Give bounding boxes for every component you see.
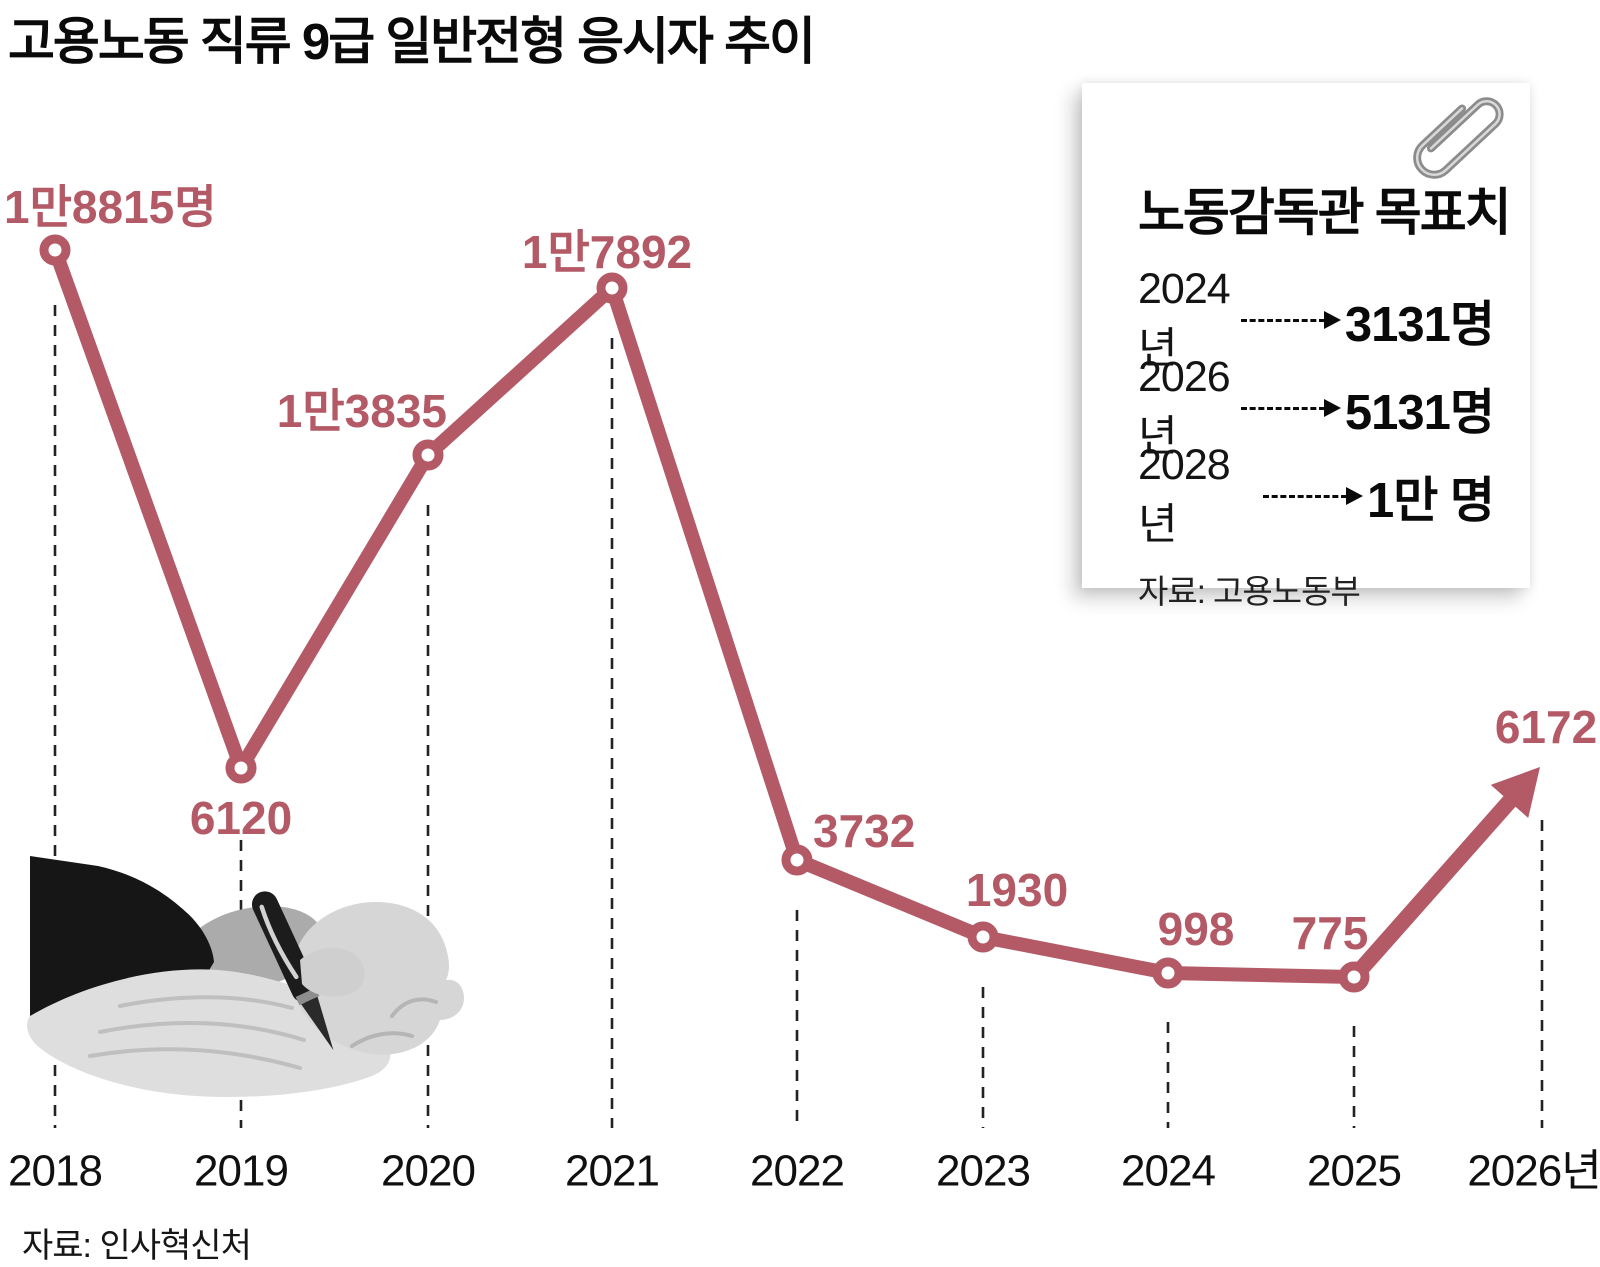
dashed-arrow-icon [1240,310,1341,329]
data-label: 998 [1158,903,1235,955]
data-point [1338,961,1370,993]
data-labels: 1만8815명 6120 1만3835 1만7892 3732 1930 998 775 617… [4,181,1597,959]
data-label: 1930 [966,864,1068,916]
data-point [39,234,71,266]
pen-icon [251,891,334,1051]
x-axis-label: 2019 [194,1147,288,1196]
target-year: 2028년 [1138,440,1231,549]
data-point [781,844,813,876]
target-row: 2028년 1만 명 [1138,441,1495,549]
data-point [967,921,999,953]
x-axis-label: 2021 [565,1147,659,1196]
chart-source: 자료: 인사혁신처 [22,1227,252,1265]
x-axis-label: 2018 [8,1147,102,1196]
x-axis-label: 2022 [750,1147,844,1196]
note-rows: 2024년 3131명 2026년 5131명 2028년 1만 명 [1138,265,1495,549]
x-axis-label: 2024 [1121,1147,1215,1196]
target-year: 2026년 [1138,352,1231,461]
data-point [596,272,628,304]
target-value: 3131명 [1344,297,1495,352]
x-axis-label: 2025 [1307,1147,1401,1196]
paperclip-icon [1413,97,1504,179]
data-point [225,752,257,784]
data-label: 6172 [1495,701,1597,753]
data-label: 3732 [813,805,915,857]
data-label: 775 [1292,907,1369,959]
target-year: 2024년 [1138,264,1231,373]
data-points [39,234,1370,993]
x-axis-label: 2023 [936,1147,1030,1196]
note-source: 자료: 고용노동부 [1138,573,1361,610]
x-axis-labels: 2018 2019 2020 2021 2022 2023 2024 2025 2026년 [8,1147,1600,1196]
data-point [412,439,444,471]
arrow-shaft [1346,781,1529,985]
target-note-box: 노동감독관 목표치 2024년 3131명 2026년 5131명 2028년 1만 명 … [1082,83,1530,610]
x-axis-label: 2026년 [1467,1147,1600,1196]
data-point [1152,957,1184,989]
x-axis-label: 2020 [381,1147,475,1196]
series-line [48,243,1540,985]
target-row: 2024년 3131명 [1138,265,1495,373]
target-value: 5131명 [1344,385,1495,440]
dashed-arrow-icon [1240,398,1341,417]
dashed-arrow-icon [1262,486,1363,505]
writing-hands-illustration [27,856,464,1098]
data-label: 1만7892 [522,226,692,278]
trend-line [48,243,1361,984]
data-label: 6120 [190,792,292,844]
data-label: 1만3835 [277,385,447,437]
target-row: 2026년 5131명 [1138,353,1495,461]
target-value: 1만 명 [1366,473,1495,528]
note-title: 노동감독관 목표치 [1138,184,1512,241]
page-title: 고용노동 직류 9급 일반전형 응시자 추이 [8,13,816,70]
arrow-head-icon [1490,767,1540,819]
data-label: 1만8815명 [4,181,217,233]
